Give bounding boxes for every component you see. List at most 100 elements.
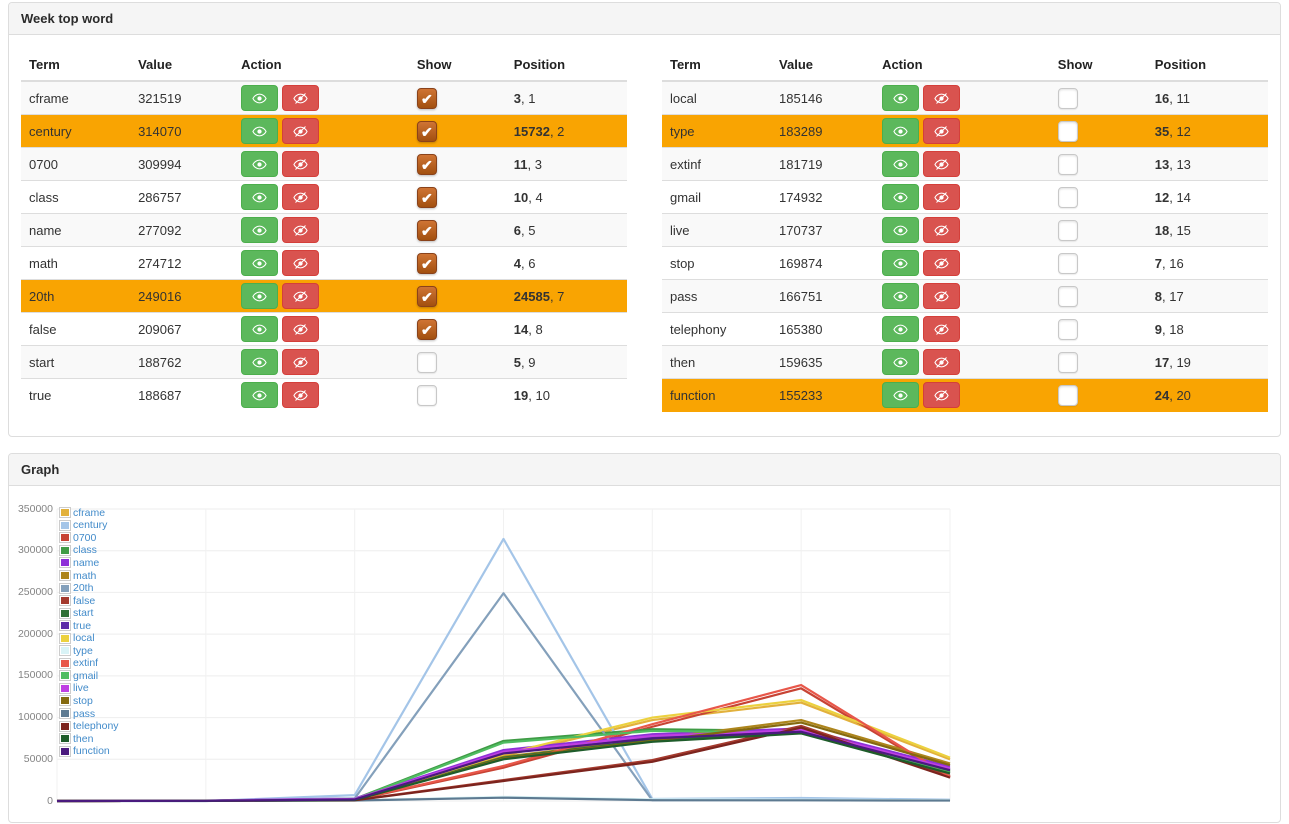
hide-button[interactable] — [923, 184, 961, 210]
show-checkbox[interactable] — [416, 318, 437, 340]
show-button[interactable] — [882, 382, 920, 409]
show-button[interactable] — [882, 250, 920, 276]
table-row[interactable]: stop 169874 7, 16 — [661, 246, 1268, 280]
show-checkbox[interactable] — [1057, 87, 1078, 109]
hide-button[interactable] — [282, 349, 320, 375]
eye-icon — [252, 159, 267, 169]
hide-button[interactable] — [282, 85, 320, 111]
show-checkbox[interactable] — [1057, 351, 1078, 373]
table-row[interactable]: live 170737 18, 15 — [661, 213, 1268, 247]
show-button[interactable] — [882, 118, 920, 144]
legend-swatch-icon — [59, 620, 71, 632]
position-primary: 12 — [1154, 189, 1170, 205]
hide-button[interactable] — [282, 316, 320, 342]
show-button[interactable] — [882, 151, 920, 177]
show-button[interactable] — [882, 217, 920, 243]
legend-swatch-icon — [59, 532, 71, 544]
hide-button[interactable] — [923, 217, 961, 243]
table-row[interactable]: telephony 165380 9, 18 — [661, 312, 1268, 346]
hide-button[interactable] — [282, 250, 320, 276]
hide-button[interactable] — [923, 85, 961, 111]
legend-label: 20th — [73, 582, 94, 595]
show-checkbox[interactable] — [416, 351, 437, 373]
show-button[interactable] — [241, 316, 279, 342]
eye-icon — [893, 159, 908, 169]
hide-button[interactable] — [282, 184, 320, 210]
show-button[interactable] — [241, 85, 279, 111]
table-row[interactable]: then 159635 17, 19 — [661, 345, 1268, 379]
term-cell: true — [21, 378, 131, 412]
value-cell: 209067 — [130, 312, 234, 346]
show-checkbox[interactable] — [416, 186, 437, 208]
show-button[interactable] — [882, 349, 920, 375]
table-row[interactable]: function 155233 24, 20 — [661, 378, 1268, 412]
hide-button[interactable] — [923, 151, 961, 177]
show-checkbox[interactable] — [416, 153, 437, 175]
show-button[interactable] — [241, 217, 279, 243]
show-checkbox[interactable] — [416, 384, 437, 406]
show-button[interactable] — [241, 184, 279, 210]
show-checkbox[interactable] — [416, 252, 437, 274]
show-button[interactable] — [241, 250, 279, 276]
hide-button[interactable] — [923, 382, 961, 409]
hide-button[interactable] — [923, 316, 961, 342]
table-row[interactable]: true 188687 19, 10 — [21, 378, 628, 412]
table-row[interactable]: gmail 174932 12, 14 — [661, 180, 1268, 214]
hide-button[interactable] — [923, 250, 961, 276]
show-checkbox[interactable] — [1057, 219, 1078, 241]
position-rank: , 12 — [1169, 123, 1191, 139]
show-checkbox[interactable] — [1057, 384, 1078, 406]
table-row[interactable]: start 188762 5, 9 — [21, 345, 628, 379]
hide-button[interactable] — [282, 151, 320, 177]
table-row[interactable]: local 185146 16, 11 — [661, 80, 1268, 115]
show-checkbox[interactable] — [416, 219, 437, 241]
position-rank: , 7 — [549, 288, 565, 304]
show-checkbox[interactable] — [1057, 285, 1078, 307]
position-cell: 24, 20 — [1146, 378, 1268, 412]
show-checkbox[interactable] — [1057, 186, 1078, 208]
hide-button[interactable] — [923, 283, 961, 309]
week-top-word-panel: Week top word Term Value Action Show Positio… — [8, 2, 1281, 437]
term-cell: class — [21, 180, 131, 214]
hide-button[interactable] — [282, 382, 320, 409]
show-checkbox[interactable] — [416, 285, 437, 307]
hide-button[interactable] — [923, 349, 961, 375]
show-checkbox[interactable] — [1057, 318, 1078, 340]
show-checkbox[interactable] — [416, 87, 437, 109]
show-checkbox[interactable] — [416, 120, 437, 142]
show-button[interactable] — [241, 118, 279, 144]
legend-item: local — [59, 632, 119, 645]
show-button[interactable] — [882, 283, 920, 309]
show-checkbox[interactable] — [1057, 120, 1078, 142]
hide-button[interactable] — [923, 118, 961, 144]
show-button[interactable] — [241, 382, 279, 409]
show-button[interactable] — [241, 151, 279, 177]
legend-swatch-icon — [59, 720, 71, 732]
show-checkbox[interactable] — [1057, 252, 1078, 274]
y-axis-tick-label: 350000 — [17, 502, 53, 515]
show-button[interactable] — [882, 184, 920, 210]
hide-button[interactable] — [282, 283, 320, 309]
show-button[interactable] — [241, 349, 279, 375]
show-button[interactable] — [241, 283, 279, 309]
show-checkbox[interactable] — [1057, 153, 1078, 175]
table-row[interactable]: pass 166751 8, 17 — [661, 279, 1268, 313]
hide-button[interactable] — [282, 118, 320, 144]
legend-label: century — [73, 519, 108, 532]
action-cell — [874, 378, 1050, 412]
table-row[interactable]: type 183289 35, 12 — [661, 114, 1268, 148]
show-button[interactable] — [882, 316, 920, 342]
show-button[interactable] — [882, 85, 920, 111]
hide-button[interactable] — [282, 217, 320, 243]
table-row[interactable]: extinf 181719 13, 13 — [661, 147, 1268, 181]
eye-icon — [893, 291, 908, 301]
position-cell: 17, 19 — [1146, 345, 1268, 379]
